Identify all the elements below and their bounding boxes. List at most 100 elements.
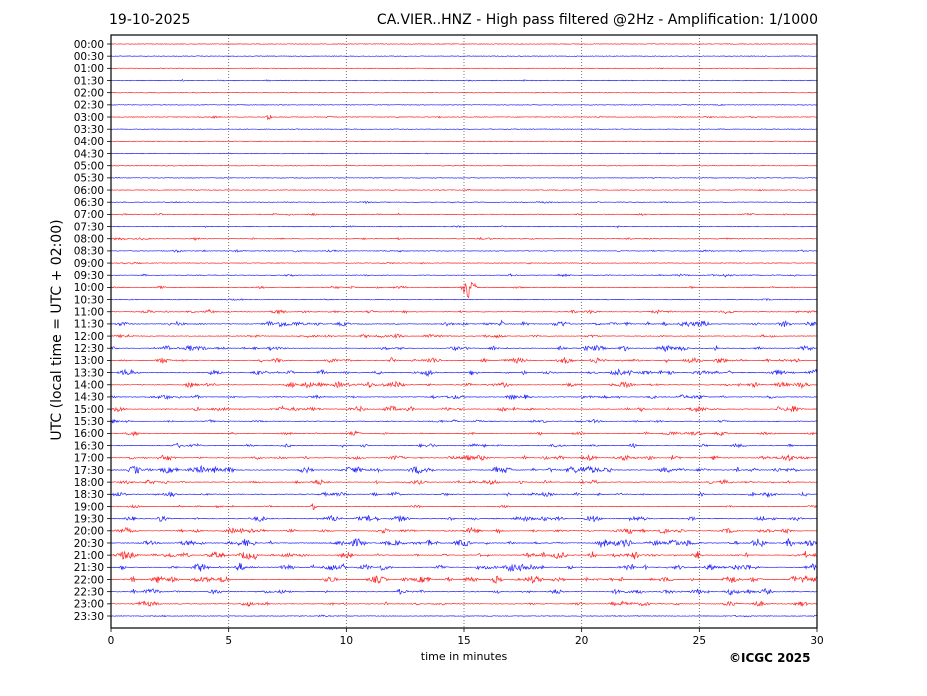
y-tick-label: 22:00	[74, 574, 104, 586]
y-tick-label: 10:30	[74, 294, 104, 306]
y-tick-label: 18:00	[74, 477, 104, 489]
x-tick-label: 20	[575, 635, 588, 647]
trace-1300	[110, 356, 817, 364]
y-tick-label: 14:30	[74, 392, 104, 404]
y-tick-label: 12:30	[74, 343, 104, 355]
y-tick-label: 02:30	[74, 100, 104, 112]
trace-2300	[110, 600, 817, 608]
trace-0230	[110, 103, 817, 106]
y-tick-label: 23:30	[74, 611, 104, 623]
trace-1530	[110, 418, 817, 424]
y-tick-label: 15:00	[74, 404, 104, 416]
x-tick-label: 5	[225, 635, 232, 647]
trace-0030	[110, 55, 817, 57]
trace-2000	[110, 526, 817, 535]
trace-0100	[110, 67, 817, 70]
trace-1200	[110, 333, 817, 339]
y-tick-label: 17:00	[74, 453, 104, 465]
trace-0130	[110, 78, 817, 82]
y-tick-label: 02:00	[74, 87, 104, 99]
trace-2100	[110, 550, 817, 560]
y-tick-label: 19:00	[74, 501, 104, 513]
y-tick-label: 06:30	[74, 197, 104, 209]
y-tick-label: 13:00	[74, 355, 104, 367]
y-tick-label: 12:00	[74, 331, 104, 343]
y-tick-label: 15:30	[74, 416, 104, 428]
y-tick-label: 22:30	[74, 586, 104, 598]
trace-2130	[110, 562, 817, 573]
trace-1900	[110, 502, 817, 510]
y-tick-label: 08:30	[74, 246, 104, 258]
trace-0500	[110, 164, 817, 167]
copyright-credit: ©ICGC 2025	[729, 651, 811, 665]
y-tick-label: 23:00	[74, 599, 104, 611]
y-tick-label: 01:30	[74, 75, 104, 87]
x-axis-label: time in minutes	[420, 650, 508, 663]
trace-1230	[110, 344, 817, 352]
y-tick-label: 05:30	[74, 173, 104, 185]
trace-0400	[110, 140, 817, 143]
y-tick-label: 03:00	[74, 112, 104, 124]
trace-1630	[110, 442, 817, 449]
trace-0530	[110, 177, 817, 179]
x-tick-label: 30	[810, 635, 823, 647]
trace-1730	[110, 464, 817, 475]
trace-0700	[110, 212, 817, 217]
trace-0200	[110, 91, 817, 94]
trace-2330	[110, 614, 817, 618]
chart-title: CA.VIER..HNZ - High pass filtered @2Hz -…	[376, 12, 818, 28]
y-tick-label: 07:30	[74, 221, 104, 233]
x-tick-label: 15	[457, 635, 470, 647]
trace-0600	[110, 188, 817, 192]
y-tick-label: 18:30	[74, 489, 104, 501]
trace-0800	[110, 236, 817, 241]
y-tick-label: 07:00	[74, 209, 104, 221]
y-tick-label: 10:00	[74, 282, 104, 294]
trace-0900	[110, 261, 817, 265]
trace-1500	[110, 405, 817, 413]
trace-1400	[110, 380, 817, 390]
trace-0300	[110, 114, 817, 121]
y-tick-label: 19:30	[74, 513, 104, 525]
y-tick-label: 16:00	[74, 428, 104, 440]
trace-1430	[110, 394, 817, 401]
y-tick-label: 11:30	[74, 319, 104, 331]
x-tick-label: 10	[340, 635, 353, 647]
y-tick-label: 09:30	[74, 270, 104, 282]
y-tick-label: 13:30	[74, 367, 104, 379]
y-tick-label: 20:30	[74, 538, 104, 550]
date-label: 19-10-2025	[109, 12, 191, 28]
trace-1830	[110, 491, 817, 498]
trace-1800	[110, 478, 817, 486]
trace-0730	[110, 225, 817, 229]
y-tick-label: 08:00	[74, 234, 104, 246]
trace-2200	[110, 575, 817, 585]
trace-2230	[110, 588, 817, 596]
y-tick-label: 00:00	[74, 39, 104, 51]
y-tick-label: 04:30	[74, 148, 104, 160]
trace-0830	[110, 249, 817, 253]
y-tick-label: 21:30	[74, 562, 104, 574]
y-tick-label: 04:00	[74, 136, 104, 148]
trace-0630	[110, 200, 817, 204]
x-tick-label: 0	[108, 635, 115, 647]
y-tick-label: 20:00	[74, 526, 104, 538]
trace-0000	[110, 43, 817, 45]
x-tick-label: 25	[693, 635, 706, 647]
trace-0430	[110, 152, 817, 155]
trace-1600	[110, 430, 817, 437]
y-tick-label: 03:30	[74, 124, 104, 136]
y-tick-label: 00:30	[74, 51, 104, 63]
y-tick-label: 16:30	[74, 440, 104, 452]
trace-1700	[110, 454, 817, 462]
trace-1930	[110, 514, 817, 523]
trace-0330	[110, 128, 817, 130]
trace-1000	[110, 281, 817, 299]
y-tick-label: 21:00	[74, 550, 104, 562]
trace-1130	[110, 319, 817, 328]
trace-1330	[110, 368, 817, 378]
y-tick-label: 11:00	[74, 307, 104, 319]
trace-2030	[110, 537, 817, 548]
y-tick-label: 09:00	[74, 258, 104, 270]
